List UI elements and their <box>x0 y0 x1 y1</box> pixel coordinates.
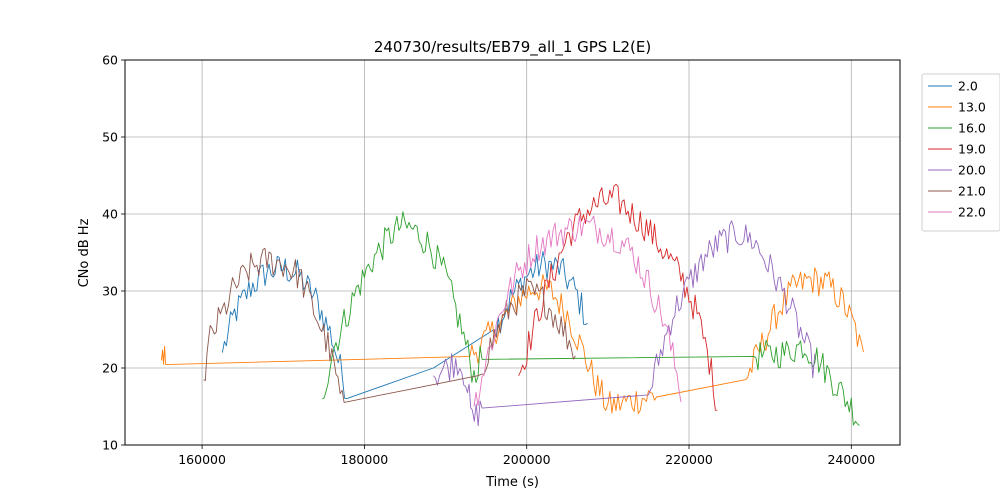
legend-label: 16.0 <box>958 121 986 136</box>
x-tick-label: 240000 <box>827 452 875 467</box>
plot-frame <box>124 59 901 446</box>
y-tick-label: 60 <box>102 53 118 68</box>
legend-box <box>921 73 1000 232</box>
legend: 2.0 13.0 16.0 19.0 20.0 21.0 22.0 <box>921 73 1000 232</box>
x-tick-label: 220000 <box>665 452 713 467</box>
series-line-19.0 <box>518 183 718 411</box>
y-tick-label: 20 <box>102 361 118 376</box>
series-line-22.0 <box>473 215 682 407</box>
legend-label: 22.0 <box>958 205 986 220</box>
x-tick-label: 160000 <box>178 452 226 467</box>
series-line-21.0 <box>203 247 576 403</box>
chart-title: 240730/results/EB79_all_1 GPS L2(E) <box>374 38 651 57</box>
legend-label: 21.0 <box>958 184 986 199</box>
y-tick-label: 10 <box>102 438 118 453</box>
y-axis-label: CNo dB Hz <box>77 218 92 287</box>
series-line-20.0 <box>433 220 816 427</box>
x-tick-label: 200000 <box>503 452 551 467</box>
y-tick-label: 40 <box>102 207 118 222</box>
series-lines <box>161 183 864 427</box>
series-line-16.0 <box>322 211 860 426</box>
x-axis-ticks: 160000 180000 200000 220000 240000 <box>178 445 875 467</box>
legend-label: 13.0 <box>958 100 986 115</box>
legend-label: 20.0 <box>958 163 986 178</box>
x-axis-label: Time (s) <box>485 475 539 490</box>
legend-label: 19.0 <box>958 142 986 157</box>
series-line-13.0 <box>161 267 864 415</box>
y-tick-label: 50 <box>102 130 118 145</box>
legend-label: 2.0 <box>958 79 978 94</box>
y-tick-label: 30 <box>102 284 118 299</box>
x-tick-label: 180000 <box>341 452 389 467</box>
y-axis-ticks: 10 20 30 40 50 60 <box>102 53 125 453</box>
gridlines <box>125 59 900 446</box>
series-line-2.0 <box>221 251 588 400</box>
